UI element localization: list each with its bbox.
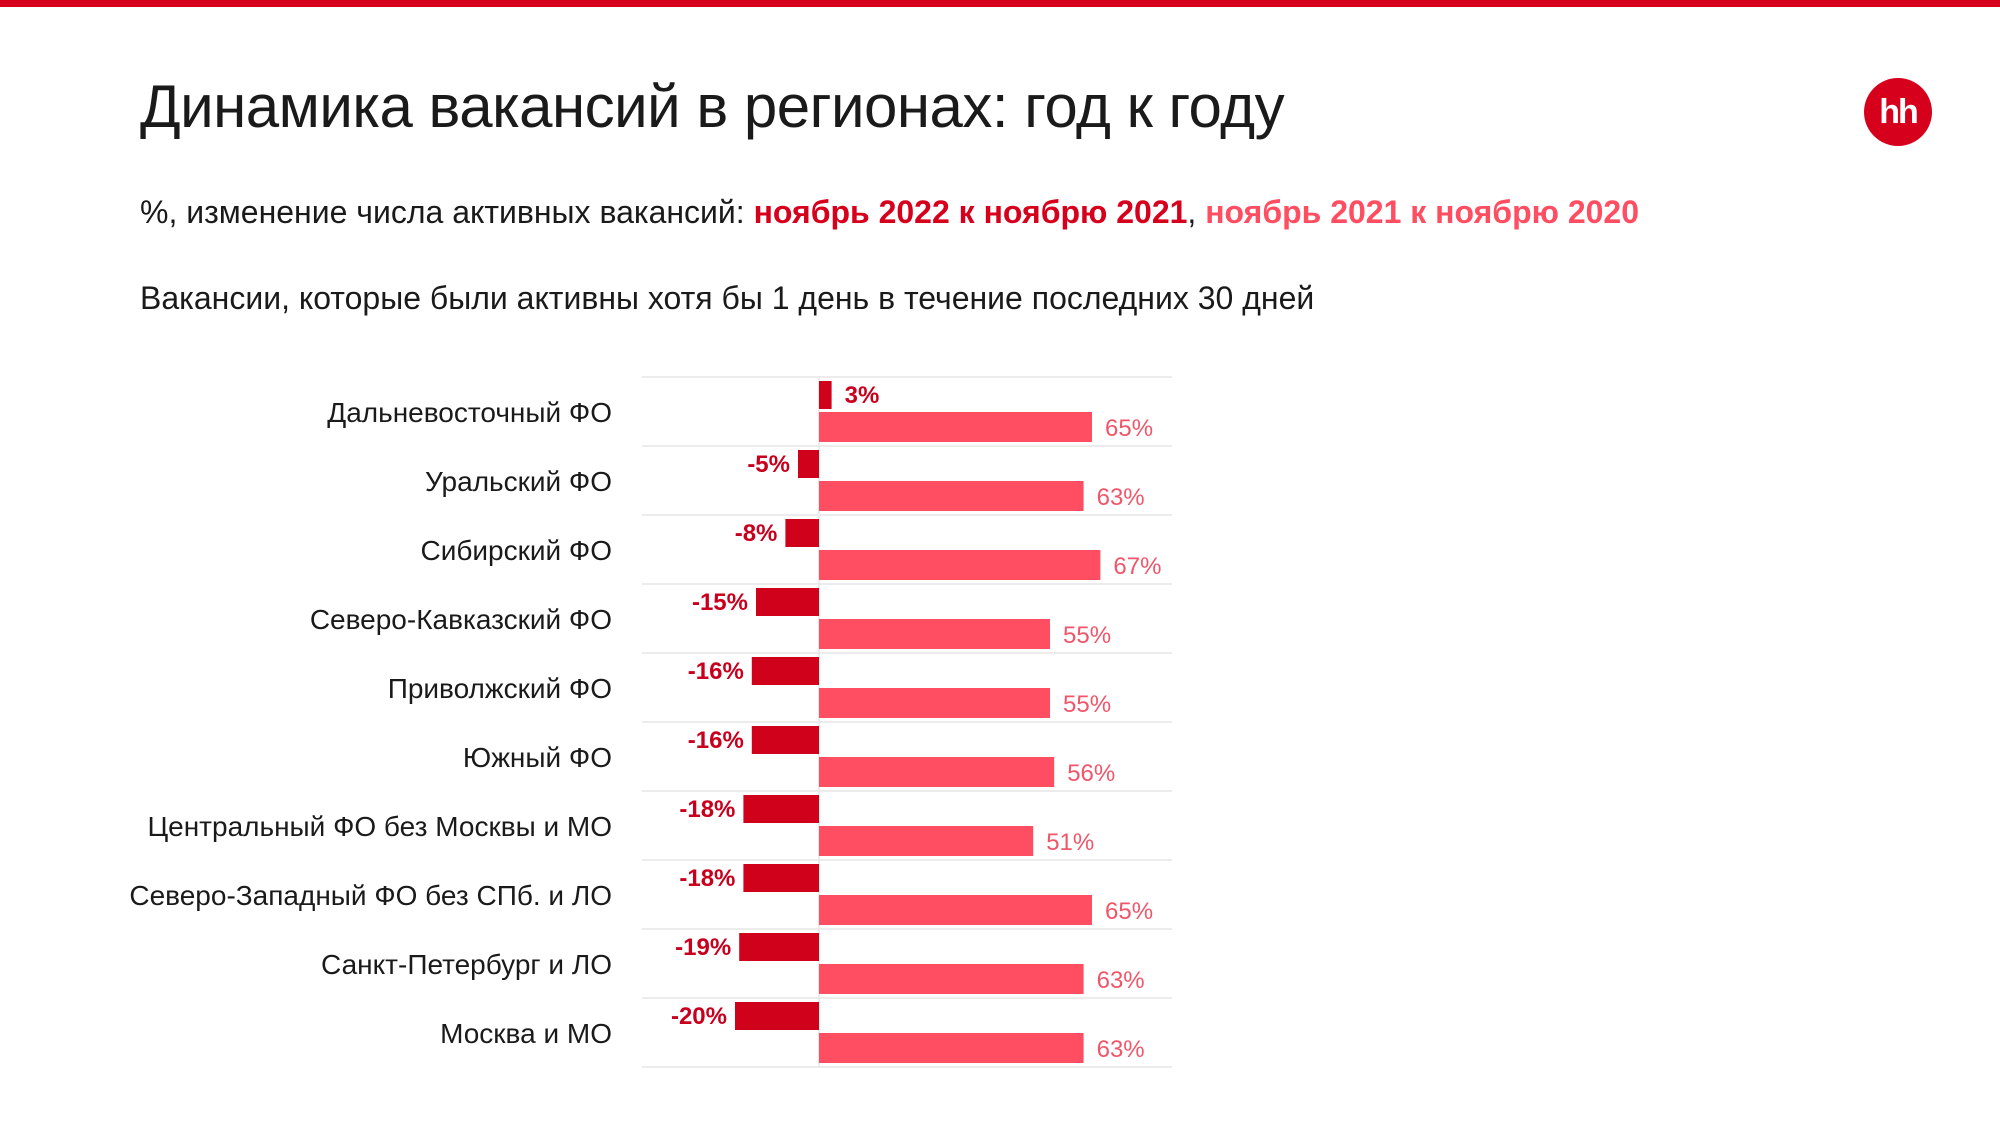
category-label: Северо-Западный ФО без СПб. и ЛО bbox=[129, 880, 612, 911]
bar-2022 bbox=[735, 1002, 819, 1030]
data-label-2021: 67% bbox=[1113, 553, 1161, 580]
data-label-2021: 65% bbox=[1105, 898, 1153, 925]
category-label: Сибирский ФО bbox=[421, 535, 613, 566]
logo-text: hh bbox=[1879, 92, 1919, 131]
bar-2022 bbox=[739, 933, 819, 961]
bar-2021 bbox=[819, 826, 1034, 856]
bar-2021 bbox=[819, 412, 1092, 442]
data-label-2022: -19% bbox=[675, 934, 731, 961]
data-label-2022: -18% bbox=[679, 865, 735, 892]
legend-series-2021: ноябрь 2021 к ноябрю 2020 bbox=[1205, 194, 1640, 230]
data-label-2021: 63% bbox=[1097, 967, 1145, 994]
data-label-2022: -8% bbox=[735, 520, 778, 547]
data-label-2022: -16% bbox=[688, 727, 744, 754]
chart-note: Вакансии, которые были активны хотя бы 1… bbox=[140, 280, 1315, 316]
category-label: Санкт-Петербург и ЛО bbox=[321, 949, 612, 980]
data-label-2022: -18% bbox=[679, 796, 735, 823]
legend-series-2022: ноябрь 2022 к ноябрю 2021 bbox=[753, 194, 1188, 230]
category-label: Северо-Кавказский ФО bbox=[310, 604, 612, 635]
bar-2022 bbox=[756, 588, 819, 616]
top-accent-bar bbox=[0, 0, 2000, 7]
bar-2022 bbox=[798, 450, 819, 478]
slide-title: Динамика вакансий в регионах: год к году bbox=[140, 73, 1285, 140]
data-label-2022: -5% bbox=[747, 451, 790, 478]
bar-2021 bbox=[819, 550, 1101, 580]
bar-2022 bbox=[785, 519, 819, 547]
data-label-2021: 51% bbox=[1046, 829, 1094, 856]
category-label: Дальневосточный ФО bbox=[327, 397, 612, 428]
category-label: Уральский ФО bbox=[425, 466, 612, 497]
category-label: Москва и МО bbox=[440, 1018, 612, 1049]
subtitle-prefix: %, изменение числа активных вакансий: bbox=[140, 194, 754, 230]
data-label-2022: -16% bbox=[688, 658, 744, 685]
bar-2021 bbox=[819, 757, 1055, 787]
data-label-2022: -20% bbox=[671, 1003, 727, 1030]
bar-2021 bbox=[819, 688, 1050, 718]
hh-logo: hh bbox=[1864, 78, 1932, 146]
data-label-2021: 65% bbox=[1105, 415, 1153, 442]
bar-2022 bbox=[743, 864, 819, 892]
bar-chart: Дальневосточный ФО 3% 65% Уральский ФО -5% 63… bbox=[129, 376, 1172, 1068]
bar-2022 bbox=[751, 726, 819, 754]
data-label-2021: 63% bbox=[1097, 484, 1145, 511]
data-label-2021: 55% bbox=[1063, 691, 1111, 718]
bar-2021 bbox=[819, 964, 1084, 994]
data-label-2021: 56% bbox=[1067, 760, 1115, 787]
bar-2022 bbox=[819, 381, 832, 409]
bar-2021 bbox=[819, 619, 1050, 649]
bar-2022 bbox=[743, 795, 819, 823]
chart-subtitle: %, изменение числа активных вакансий: но… bbox=[140, 194, 1639, 231]
bar-2021 bbox=[819, 1033, 1084, 1063]
bar-2022 bbox=[751, 657, 819, 685]
subtitle-separator: , bbox=[1187, 194, 1206, 230]
bar-2021 bbox=[819, 481, 1084, 511]
data-label-2022: -15% bbox=[692, 589, 748, 616]
data-label-2021: 63% bbox=[1097, 1036, 1145, 1063]
category-label: Южный ФО bbox=[463, 742, 612, 773]
bar-2021 bbox=[819, 895, 1092, 925]
category-label: Центральный ФО без Москвы и МО bbox=[147, 811, 612, 842]
data-label-2021: 55% bbox=[1063, 622, 1111, 649]
data-label-2022: 3% bbox=[845, 382, 880, 409]
category-label: Приволжский ФО bbox=[388, 673, 612, 704]
